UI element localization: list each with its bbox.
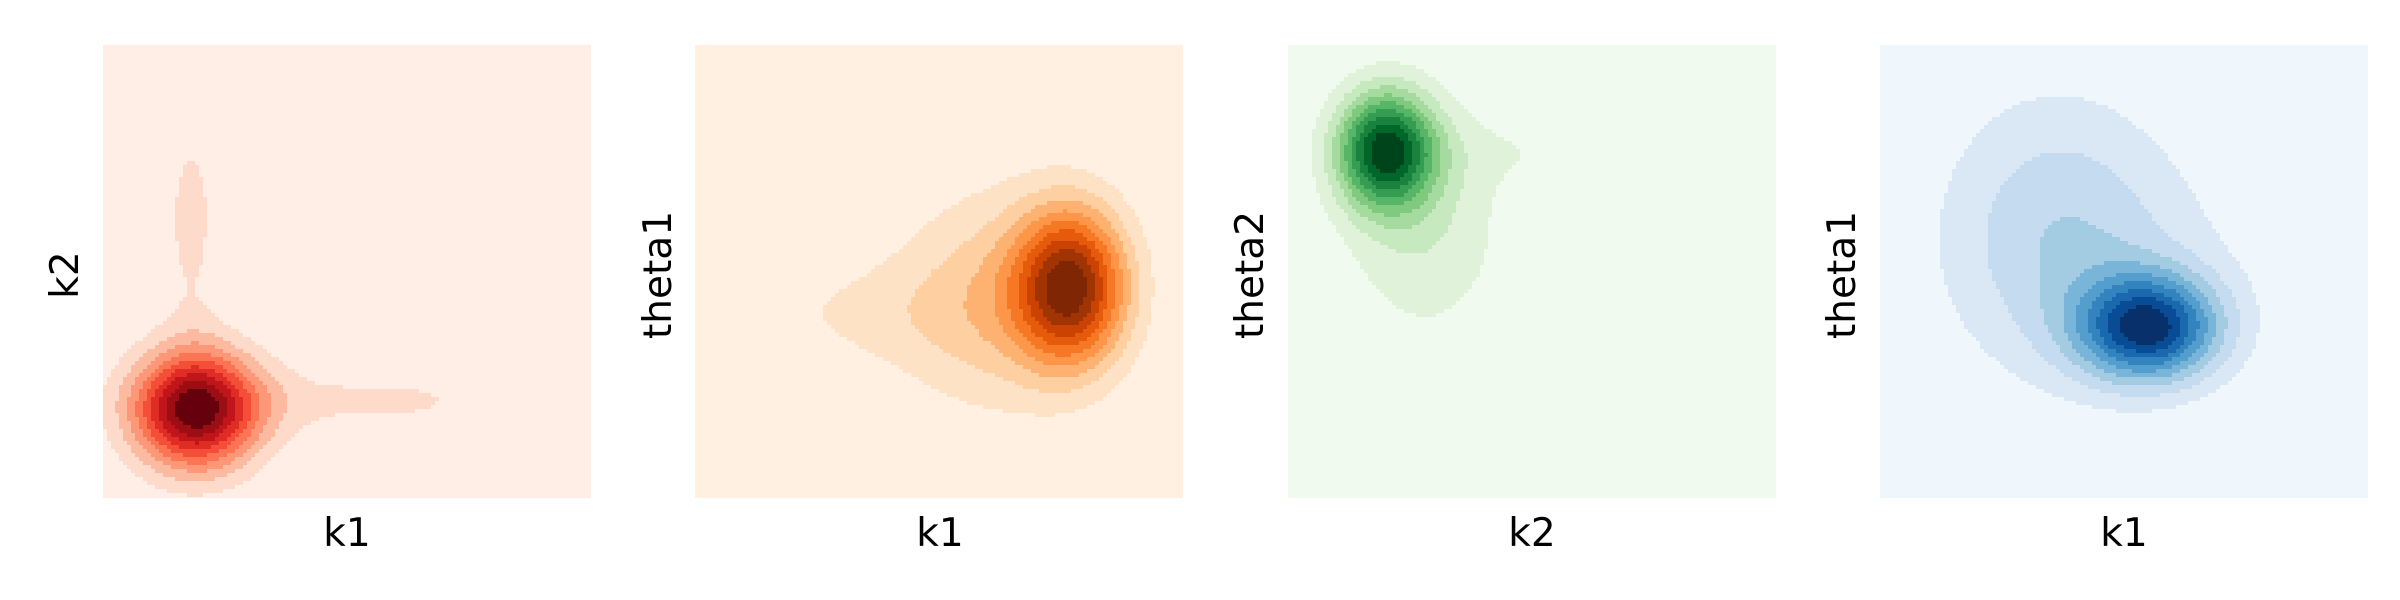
panel-3-plot-area	[1288, 45, 1776, 498]
panel-4-xlabel: k1	[2100, 511, 2147, 556]
panel-1-contour-level-9	[175, 389, 219, 429]
panel-1-xlabel: k1	[323, 511, 370, 556]
panel-1-plot-area	[103, 45, 591, 498]
panel-3-ylabel: theta2	[1228, 211, 1273, 339]
panel-2-plot-area	[695, 45, 1183, 498]
panel-3-xlabel: k2	[1508, 511, 1555, 556]
panel-2-ylabel: theta1	[636, 211, 681, 339]
panel-3-contour-level-9	[1372, 133, 1404, 173]
panel-2: k1 theta1	[636, 45, 1183, 556]
panel-4: k1 theta1	[1820, 45, 2368, 556]
panel-4-ylabel: theta1	[1820, 211, 1865, 339]
panel-1: k1 k2	[43, 45, 591, 556]
panel-3: k2 theta2	[1228, 45, 1776, 556]
panel-2-xlabel: k1	[916, 511, 963, 556]
panel-4-plot-area	[1880, 45, 2368, 498]
panel-4-contour-level-9	[2120, 305, 2172, 345]
panel-2-contour-level-9	[1047, 261, 1087, 317]
panel-1-ylabel: k2	[43, 251, 88, 298]
